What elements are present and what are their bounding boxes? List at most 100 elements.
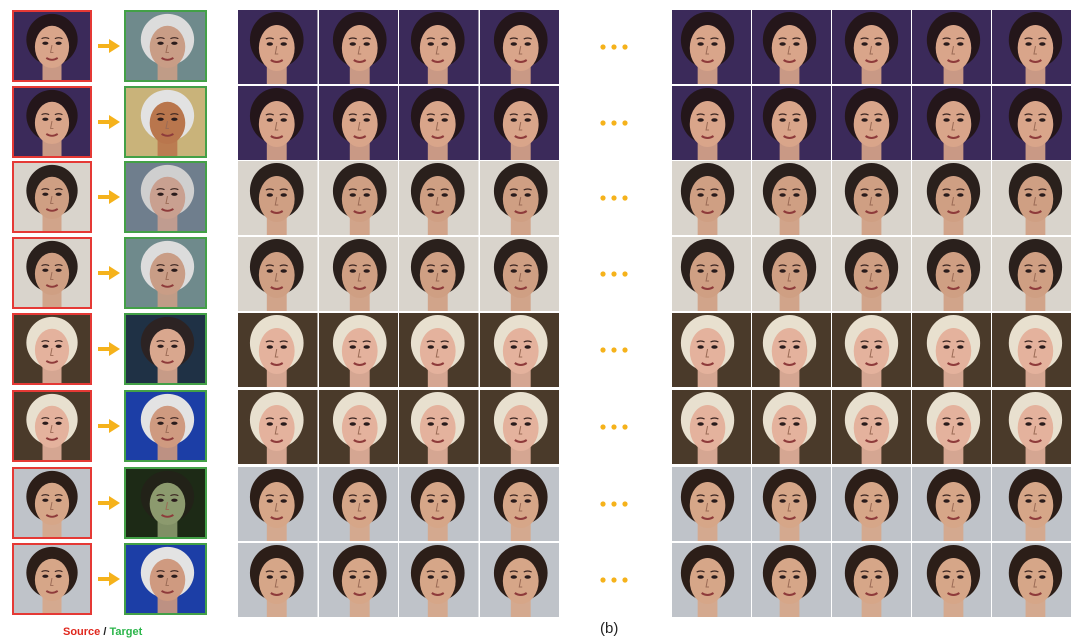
generated-frame [912, 86, 991, 160]
frame-sequence-start [238, 467, 560, 541]
frame-sequence-start [238, 10, 560, 84]
generated-frame [318, 237, 398, 311]
frame-sequence-end [672, 237, 1072, 311]
frame-sequence-start [238, 237, 560, 311]
legend-separator: / [100, 626, 110, 638]
generated-frame [479, 390, 559, 464]
generated-frame [479, 237, 559, 311]
generated-frame [672, 467, 751, 541]
generated-frame [992, 10, 1071, 84]
generated-frame [912, 237, 991, 311]
source-face-image [12, 10, 92, 82]
generated-frame [318, 390, 398, 464]
generated-frame [399, 161, 479, 235]
arrow-right-icon [98, 38, 120, 54]
generated-frame [672, 10, 751, 84]
target-face-image [124, 467, 207, 539]
target-face-image [124, 86, 207, 158]
generated-frame [318, 313, 398, 387]
generated-frame [832, 237, 911, 311]
generated-frame [752, 390, 831, 464]
generated-frame [832, 86, 911, 160]
generated-frame [832, 10, 911, 84]
result-row [0, 467, 1080, 541]
generated-frame [238, 467, 318, 541]
target-face-image [124, 237, 207, 309]
generated-frame [399, 543, 479, 617]
ellipsis-icon [598, 343, 630, 355]
generated-frame [912, 161, 991, 235]
generated-frame [672, 161, 751, 235]
arrow-right-icon [98, 341, 120, 357]
figure-caption: (b) [600, 620, 619, 637]
arrow-right-icon [98, 495, 120, 511]
generated-frame [238, 390, 318, 464]
generated-frame [832, 390, 911, 464]
legend-source: Source [63, 626, 101, 638]
source-face-image [12, 237, 92, 309]
generated-frame [318, 161, 398, 235]
ellipsis-icon [598, 497, 630, 509]
generated-frame [672, 86, 751, 160]
generated-frame [318, 543, 398, 617]
legend: Source / Target [63, 626, 142, 638]
generated-frame [318, 467, 398, 541]
result-row [0, 86, 1080, 160]
legend-target: Target [109, 626, 143, 638]
target-face-image [124, 313, 207, 385]
generated-frame [318, 10, 398, 84]
generated-frame [832, 313, 911, 387]
generated-frame [479, 543, 559, 617]
generated-frame [672, 543, 751, 617]
arrow-right-icon [98, 114, 120, 130]
generated-frame [318, 86, 398, 160]
frame-sequence-end [672, 86, 1072, 160]
generated-frame [752, 10, 831, 84]
target-face-image [124, 390, 207, 462]
generated-frame [479, 313, 559, 387]
source-face-image [12, 313, 92, 385]
arrow-right-icon [98, 265, 120, 281]
generated-frame [399, 86, 479, 160]
result-row [0, 390, 1080, 464]
generated-frame [479, 86, 559, 160]
ellipsis-icon [598, 116, 630, 128]
ellipsis-icon [598, 267, 630, 279]
generated-frame [399, 313, 479, 387]
ellipsis-icon [598, 40, 630, 52]
generated-frame [752, 313, 831, 387]
frame-sequence-end [672, 10, 1072, 84]
frame-sequence-start [238, 543, 560, 617]
generated-frame [992, 543, 1071, 617]
result-row [0, 543, 1080, 617]
generated-frame [399, 390, 479, 464]
generated-frame [992, 161, 1071, 235]
generated-frame [832, 467, 911, 541]
result-row [0, 237, 1080, 311]
generated-frame [238, 543, 318, 617]
ellipsis-icon [598, 191, 630, 203]
generated-frame [238, 313, 318, 387]
target-face-image [124, 10, 207, 82]
generated-frame [238, 86, 318, 160]
frame-sequence-start [238, 86, 560, 160]
result-row [0, 313, 1080, 387]
source-face-image [12, 161, 92, 233]
frame-sequence-end [672, 543, 1072, 617]
ellipsis-icon [598, 420, 630, 432]
generated-frame [752, 237, 831, 311]
generated-frame [672, 237, 751, 311]
generated-frame [479, 10, 559, 84]
generated-frame [399, 10, 479, 84]
generated-frame [912, 313, 991, 387]
generated-frame [832, 543, 911, 617]
generated-frame [752, 161, 831, 235]
generated-frame [399, 467, 479, 541]
source-face-image [12, 86, 92, 158]
generated-frame [238, 237, 318, 311]
ellipsis-icon [598, 573, 630, 585]
frame-sequence-start [238, 390, 560, 464]
source-face-image [12, 467, 92, 539]
generated-frame [238, 161, 318, 235]
generated-frame [752, 467, 831, 541]
